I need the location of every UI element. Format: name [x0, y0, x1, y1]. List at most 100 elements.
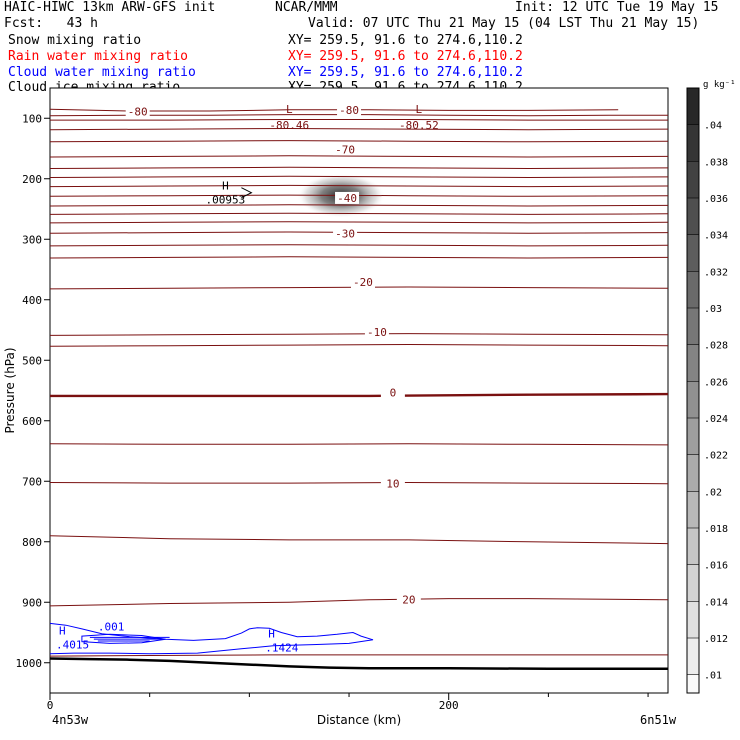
- colorbar-tick-label: .02: [704, 487, 722, 498]
- isotherm-surface: [49, 654, 668, 657]
- colorbar-cell: [687, 454, 699, 492]
- field-name-rain: Rain water mixing ratio: [8, 49, 189, 64]
- colorbar-tick-label: .028: [704, 341, 728, 352]
- colorbar-cell: [687, 491, 699, 528]
- isotherm-upper: [49, 256, 669, 259]
- y-tick-label: 500: [22, 354, 42, 367]
- cloud-water-max-value: .4015: [56, 639, 89, 652]
- contour-label-bg: [333, 227, 358, 240]
- x-tick-label: 200: [439, 699, 459, 712]
- contour-label-bg: [380, 386, 405, 399]
- temperature-extremum-value: -80.52: [399, 119, 439, 132]
- valid-time: Valid: 07 UTC Thu 21 May 15 (04 LST Thu …: [308, 16, 700, 31]
- contour-label-bg: [333, 143, 358, 156]
- contour-label-bg: [380, 477, 405, 490]
- isotherm-lower: [49, 443, 669, 446]
- cloud-water-max-letter: H: [268, 628, 275, 641]
- temperature-extremum-letter: L: [286, 103, 293, 116]
- cloud-water-contour-label: .001: [98, 621, 125, 634]
- colorbar-cell: [687, 234, 699, 272]
- isotherm-top: [49, 114, 668, 117]
- temperature-extremum-letter: L: [416, 103, 423, 116]
- colorbar-cell: [687, 198, 699, 235]
- isotherm-upper: [49, 221, 669, 224]
- y-tick-label: 200: [22, 173, 42, 186]
- cloud-water-contour: [49, 622, 374, 655]
- colorbar-cell: [687, 381, 699, 418]
- cloud-water-max-value: .1424: [265, 642, 298, 655]
- temperature-extremum-value: -80.46: [269, 119, 309, 132]
- field-name-cloud-water: Cloud water mixing ratio: [8, 65, 196, 80]
- temperature-contour-label: -80: [128, 105, 148, 118]
- left-endpoint-label: 4n53w: [52, 713, 89, 727]
- colorbar-cell: [687, 124, 699, 162]
- temperature-contour-label: -10: [367, 326, 387, 339]
- colorbar-cell: [687, 161, 699, 198]
- colorbar-tick-label: .014: [704, 597, 728, 608]
- isotherm-upper: [49, 212, 669, 215]
- isotherm-upper: [49, 244, 669, 247]
- colorbar-tick-label: .01: [704, 671, 722, 682]
- isotherm-upper: [49, 155, 669, 158]
- colorbar-tick-label: .03: [704, 304, 722, 315]
- y-tick-label: 900: [22, 596, 42, 609]
- colorbar-cell: [687, 308, 699, 345]
- x-axis-label: Distance (km): [317, 713, 401, 727]
- isotherm-upper: [49, 140, 669, 143]
- colorbar-cell: [687, 271, 699, 308]
- contour-label-bg: [335, 191, 360, 204]
- colorbar-tick-label: .024: [704, 414, 728, 425]
- y-tick-label: 800: [22, 536, 42, 549]
- cloud-water-contour: [81, 633, 166, 644]
- colorbar-cell: [687, 528, 699, 565]
- isotherm-upper: [49, 127, 669, 131]
- forecast-hour: Fcst: 43 h: [4, 16, 98, 31]
- colorbar-cell: [687, 564, 699, 602]
- colorbar-cell: [687, 638, 699, 675]
- contour-label-bg: [125, 105, 150, 118]
- colorbar-cell: [687, 674, 699, 693]
- contour-label-bg: [364, 326, 389, 339]
- isotherm-upper: [49, 184, 669, 188]
- snow-max-letter: H: [222, 180, 229, 193]
- org-label: NCAR/MMM: [275, 0, 338, 15]
- y-tick-label: 600: [22, 415, 42, 428]
- colorbar-frame: [686, 87, 700, 694]
- snow-max-arrow: [241, 187, 253, 199]
- colorbar-tick-label: .016: [704, 561, 728, 572]
- isotherm-top: [50, 119, 668, 121]
- colorbar-unit: g kg⁻¹: [703, 80, 736, 90]
- isotherm-mid: [49, 333, 669, 336]
- model-title: HAIC-HIWC 13km ARW-GFS init: [4, 0, 216, 15]
- snow-max-value: .00953: [206, 194, 246, 207]
- isotherm-lower: [49, 481, 669, 485]
- temperature-contour-label: 20: [402, 594, 415, 607]
- colorbar-cell: [687, 418, 699, 455]
- temperature-contour-label: -20: [353, 276, 373, 289]
- temperature-contour-label: -70: [335, 144, 355, 157]
- isotherm-upper: [49, 204, 669, 207]
- field-xy-cloud-water: XY= 259.5, 91.6 to 274.6,110.2: [288, 65, 523, 80]
- init-time: Init: 12 UTC Tue 19 May 15: [515, 0, 719, 15]
- y-tick-label: 300: [22, 233, 42, 246]
- colorbar-tick-label: .018: [704, 524, 728, 535]
- colorbar-cell: [687, 601, 699, 638]
- colorbar-cell: [687, 344, 699, 382]
- colorbar-tick-label: .036: [704, 194, 728, 205]
- y-tick-label: 1000: [16, 657, 43, 670]
- cloud-water-max-letter: H: [59, 625, 66, 638]
- y-tick-label: 400: [22, 294, 42, 307]
- isotherm-lower: [49, 535, 669, 545]
- colorbar-tick-label: .032: [704, 267, 728, 278]
- contour-label-bg: [337, 104, 362, 117]
- colorbar-tick-label: .04: [704, 121, 722, 132]
- isotherm-upper: [49, 175, 669, 179]
- temperature-contour-label: -80: [339, 104, 359, 117]
- field-xy-snow: XY= 259.5, 91.6 to 274.6,110.2: [288, 33, 523, 48]
- isotherm-mid: [49, 286, 669, 290]
- colorbar-cell: [687, 88, 699, 125]
- contour-label-bg: [396, 593, 421, 606]
- temperature-contour-label: -30: [335, 228, 355, 241]
- colorbar-tick-label: .022: [704, 451, 728, 462]
